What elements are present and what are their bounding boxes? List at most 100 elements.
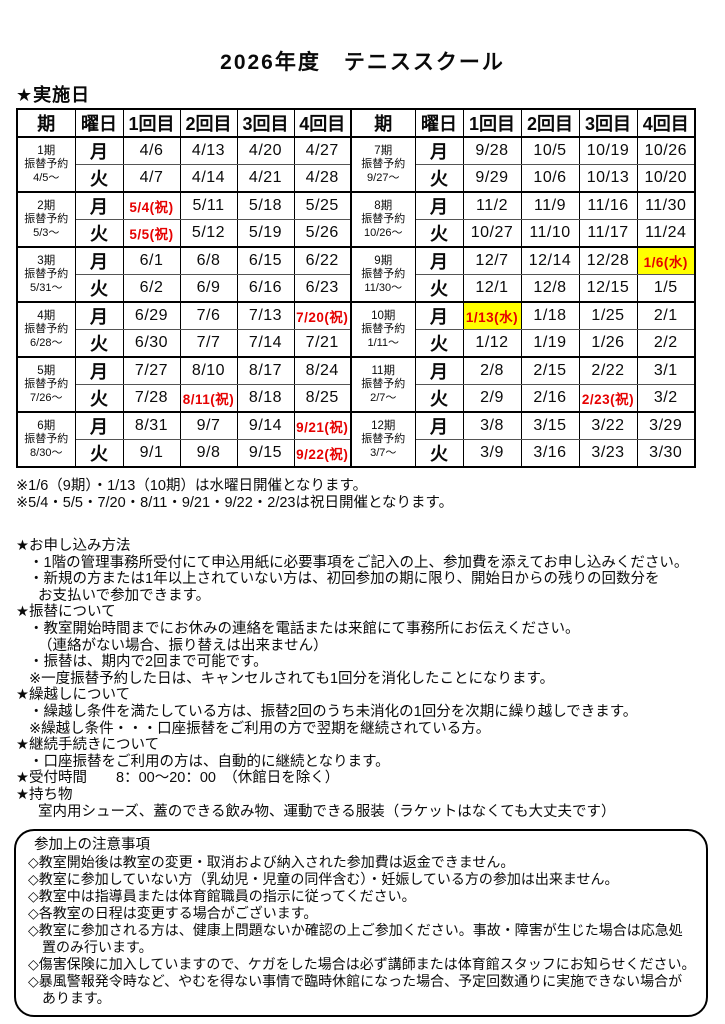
schedule-section-heading: ★実施日 [16, 85, 91, 105]
day-cell: 火 [74, 384, 124, 413]
date-cell: 11/16 [578, 191, 638, 220]
date-cell: 11/9 [520, 191, 580, 220]
period-sub-label: 振替予約 [24, 157, 69, 170]
date-cell: 10/13 [578, 164, 638, 193]
schedule-row-monday: 3期 振替予約 5/31～月 6/1 6/8 6/15 6/22 9期 振替予約 11/30～月 1… [16, 246, 696, 303]
date-cell: 9/14 [236, 411, 295, 440]
schedule-table-head: 期曜日 1回目 2回目 3回目 4回目期曜日 1回目 2回目 3回目 4回目 [16, 108, 696, 138]
period-sub-label: 振替予約 [361, 212, 406, 225]
date-cell: 2/22 [578, 356, 638, 385]
period-name: 11期 [371, 364, 395, 377]
schedule-table-body: 1期 振替予約 4/5～月 4/6 4/13 4/20 4/27 7期 振替予約 9/27～月 9/… [16, 136, 696, 468]
date-cell: 1/26 [578, 329, 638, 358]
date-cell: 5/11 [179, 191, 238, 220]
schedule-row-tuesday: 火 6/2 6/9 6/16 6/23 火 12/1 12/8 12/15 1/5 [17, 274, 696, 303]
date-cell-holiday: 2/23(祝) [578, 384, 638, 413]
date-cell: 1/5 [636, 274, 696, 303]
day-cell: 月 [414, 301, 464, 330]
column-header-right-period: 期 [350, 108, 416, 138]
date-cell: 3/8 [462, 411, 522, 440]
period-cell: 5期 振替予約 7/26～ [16, 356, 76, 413]
date-cell: 12/1 [462, 274, 522, 303]
date-cell: 2/9 [462, 384, 522, 413]
date-cell: 11/2 [462, 191, 522, 220]
section-heading: ★繰越しについて [16, 687, 131, 704]
date-cell: 4/20 [236, 136, 295, 165]
date-cell: 7/28 [122, 384, 181, 413]
date-cell: 11/17 [578, 219, 638, 248]
date-cell: 2/1 [636, 301, 696, 330]
date-cell: 1/25 [578, 301, 638, 330]
day-cell: 火 [74, 164, 124, 193]
date-cell: 3/2 [636, 384, 696, 413]
date-cell: 1/19 [520, 329, 580, 358]
date-cell: 10/27 [462, 219, 522, 248]
date-cell: 9/8 [179, 439, 238, 468]
period-cell: 4期 振替予約 6/28～ [16, 301, 76, 358]
info-sections: ★お申し込み方法 ・1階の管理事務所受付にて申込用紙に必要事項をご記入の上、参加費… [16, 538, 716, 820]
period-name: 9期 [374, 254, 393, 267]
date-cell: 11/10 [520, 219, 580, 248]
day-cell: 月 [74, 246, 124, 275]
schedule-row-monday: 2期 振替予約 5/3～月 5/4(祝) 5/11 5/18 5/25 8期 振替予約 10/26… [16, 191, 696, 248]
period-reservation-from: 5/31～ [30, 281, 63, 294]
info-line: ※繰越し条件・・・口座振替をご利用の方で翌期を継続されている方。 [29, 720, 491, 737]
date-cell: 3/29 [636, 411, 696, 440]
footnotes: ※1/6（9期）・1/13（10期）は水曜日開催となります。 ※5/4・5/5・7… [16, 478, 725, 512]
schedule-row-tuesday: 火 4/7 4/14 4/21 4/28 火 9/29 10/6 10/13 10/20 [17, 164, 696, 193]
date-cell: 8/31 [122, 411, 181, 440]
date-cell: 4/13 [179, 136, 238, 165]
period-name: 4期 [37, 309, 56, 322]
notice-item: ◇暴風警報発令時など、やむを得ない事情で臨時休館になった場合、予定回数通りに実施… [28, 973, 683, 1007]
date-cell: 3/30 [636, 439, 696, 468]
schedule-row-monday: 1期 振替予約 4/5～月 4/6 4/13 4/20 4/27 7期 振替予約 9/27～月 9/… [16, 136, 696, 193]
notice-box-title: 参加上の注意事項 [34, 837, 150, 854]
period-sub-label: 振替予約 [24, 212, 69, 225]
date-cell: 6/30 [122, 329, 181, 358]
day-cell: 火 [74, 274, 124, 303]
schedule-table: 期曜日 1回目 2回目 3回目 4回目期曜日 1回目 2回目 3回目 4回目 1期 振替予約 4/5… [16, 108, 696, 468]
info-line: ・振替は、期内で2回まで可能です。 [29, 654, 268, 671]
date-cell: 7/27 [122, 356, 181, 385]
day-cell: 火 [414, 329, 464, 358]
column-header-left-session-2: 2回目 [179, 108, 238, 138]
period-reservation-from: 3/7～ [370, 446, 397, 459]
period-sub-label: 振替予約 [361, 432, 406, 445]
period-cell: 12期 振替予約 3/7～ [350, 411, 416, 468]
period-sub-label: 振替予約 [24, 267, 69, 280]
date-cell: 11/24 [636, 219, 696, 248]
date-cell: 10/6 [520, 164, 580, 193]
date-cell: 10/5 [520, 136, 580, 165]
date-cell: 4/21 [236, 164, 295, 193]
date-cell: 3/15 [520, 411, 580, 440]
period-sub-label: 振替予約 [24, 432, 69, 445]
day-cell: 月 [414, 136, 464, 165]
date-cell: 3/1 [636, 356, 696, 385]
schedule-row-monday: 5期 振替予約 7/26～月 7/27 8/10 8/17 8/24 11期 振替予約 2/7～月… [16, 356, 696, 413]
date-cell: 6/23 [293, 274, 352, 303]
info-line: ・口座振替をご利用の方は、自動的に継続となります。 [29, 753, 390, 770]
schedule-row-tuesday: 火 5/5(祝) 5/12 5/19 5/26 火 10/27 11/10 11/17 11/24 [17, 219, 696, 248]
date-cell: 7/21 [293, 329, 352, 358]
period-sub-label: 振替予約 [361, 322, 406, 335]
date-cell: 9/7 [179, 411, 238, 440]
date-cell: 9/28 [462, 136, 522, 165]
info-line: ※一度振替予約した日は、キャンセルされても1回分を消化したことになります。 [29, 670, 555, 687]
column-header-right-session-2: 2回目 [520, 108, 580, 138]
date-cell: 3/23 [578, 439, 638, 468]
period-reservation-from: 1/11～ [367, 336, 400, 349]
date-cell: 8/24 [293, 356, 352, 385]
date-cell: 10/20 [636, 164, 696, 193]
date-cell: 6/9 [179, 274, 238, 303]
notice-items: ◇教室開始後は教室の変更・取消および納入された参加費は返金できません。 ◇教室に参… [28, 854, 696, 1007]
date-cell-holiday: 8/11(祝) [179, 384, 238, 413]
page-title: 2026年度 テニススクール [220, 51, 505, 74]
notice-item: ◇教室中は指導員または体育館職員の指示に従ってください。 [28, 888, 416, 905]
period-name: 1期 [37, 144, 56, 157]
date-cell: 1/18 [520, 301, 580, 330]
date-cell: 7/6 [179, 301, 238, 330]
day-cell: 月 [74, 136, 124, 165]
date-cell: 11/30 [636, 191, 696, 220]
period-name: 6期 [37, 419, 56, 432]
date-cell: 4/7 [122, 164, 181, 193]
